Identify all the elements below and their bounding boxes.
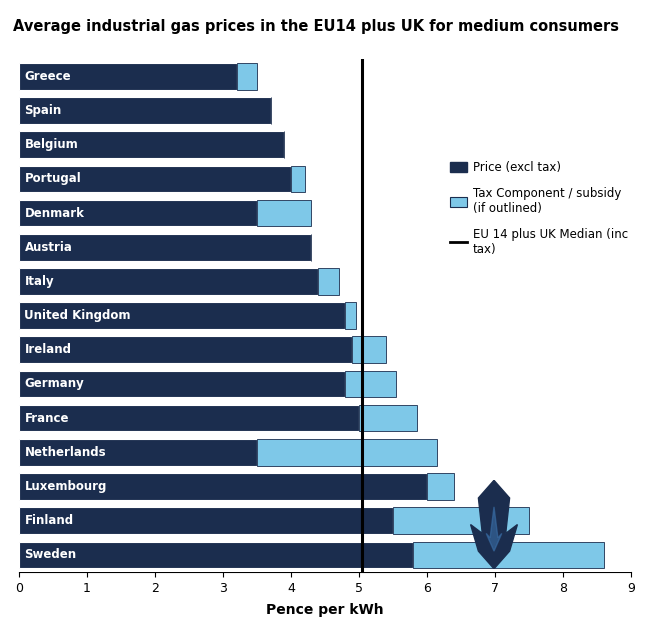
Text: Germany: Germany	[25, 377, 84, 391]
Bar	[257, 439, 437, 466]
X-axis label: Pence per kWh: Pence per kWh	[266, 603, 384, 617]
Bar	[19, 473, 427, 500]
Text: Belgium: Belgium	[25, 138, 78, 151]
Text: Austria: Austria	[25, 241, 72, 253]
Text: Italy: Italy	[25, 275, 54, 288]
Bar	[345, 370, 396, 398]
Bar	[19, 63, 237, 90]
Bar	[19, 268, 318, 295]
Bar	[352, 336, 386, 363]
Bar	[19, 97, 270, 124]
Bar	[19, 131, 284, 158]
Text: Netherlands: Netherlands	[25, 446, 106, 459]
Bar	[19, 166, 291, 192]
Bar	[19, 507, 393, 534]
Bar	[359, 405, 417, 432]
Legend: Price (excl tax), Tax Component / subsidy
(if outlined), EU 14 plus UK Median (i: Price (excl tax), Tax Component / subsid…	[447, 157, 631, 260]
Bar	[19, 200, 257, 226]
Polygon shape	[486, 507, 502, 551]
Bar	[19, 302, 345, 329]
Text: Greece: Greece	[25, 70, 71, 83]
Text: Sweden: Sweden	[25, 549, 77, 561]
Text: Average industrial gas prices in the EU14 plus UK for medium consumers: Average industrial gas prices in the EU1…	[13, 19, 619, 34]
Bar	[19, 370, 345, 398]
Bar	[19, 542, 413, 568]
Bar	[257, 200, 311, 226]
Bar	[413, 542, 604, 568]
Bar	[427, 473, 454, 500]
Bar	[19, 234, 311, 260]
Text: Luxembourg: Luxembourg	[25, 480, 107, 493]
Text: France: France	[25, 411, 69, 425]
Bar	[291, 166, 305, 192]
Bar	[19, 439, 257, 466]
Text: Spain: Spain	[25, 104, 62, 117]
Bar	[19, 336, 352, 363]
Text: United Kingdom: United Kingdom	[25, 309, 131, 322]
Bar	[19, 405, 359, 432]
Text: Denmark: Denmark	[25, 207, 84, 219]
Bar	[345, 302, 356, 329]
Bar	[393, 507, 529, 534]
Polygon shape	[471, 480, 517, 569]
Bar	[237, 63, 257, 90]
Text: Portugal: Portugal	[25, 173, 81, 185]
Text: Ireland: Ireland	[25, 343, 72, 356]
Bar	[318, 268, 339, 295]
Text: Finland: Finland	[25, 514, 73, 527]
